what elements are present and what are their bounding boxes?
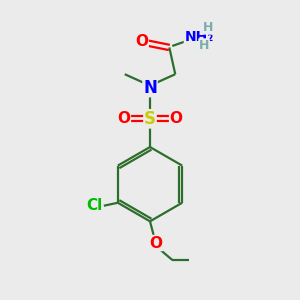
Text: O: O: [149, 236, 162, 250]
Text: O: O: [117, 111, 130, 126]
Text: S: S: [144, 110, 156, 128]
Text: H: H: [203, 21, 213, 34]
Text: O: O: [170, 111, 183, 126]
Text: N: N: [143, 79, 157, 97]
Text: H: H: [199, 39, 209, 52]
Text: Cl: Cl: [86, 198, 102, 213]
Text: NH₂: NH₂: [184, 30, 214, 44]
Text: O: O: [135, 34, 148, 49]
